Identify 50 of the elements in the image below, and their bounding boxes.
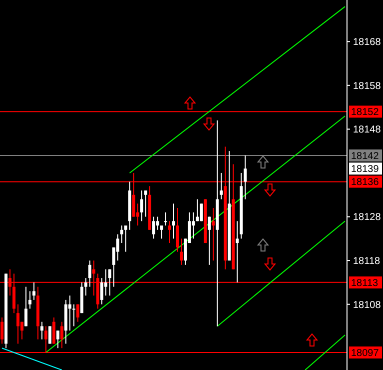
- candlestick: [76, 304, 80, 322]
- y-tick-label: 18128: [353, 212, 382, 224]
- candlestick: [68, 295, 72, 332]
- candlestick: [200, 203, 203, 222]
- candlestick: [88, 260, 92, 288]
- candlestick: [244, 154, 247, 200]
- y-tick-label: 18148: [353, 124, 382, 136]
- candlestick: [108, 268, 112, 296]
- y-tick-label: 18168: [353, 37, 382, 48]
- candlestick: [24, 286, 28, 327]
- annotation: 18139: [351, 164, 380, 176]
- candlestick: [60, 321, 64, 349]
- candlestick: [116, 234, 120, 262]
- candlestick: [152, 216, 156, 240]
- ref-line-label: 18113: [351, 278, 379, 289]
- ref-line-label: 18136: [351, 177, 380, 188]
- ref-line-label: 18097: [351, 348, 380, 359]
- y-tick-label: 18118: [353, 256, 381, 268]
- candlestick: [180, 238, 183, 266]
- candlestick: [48, 326, 52, 344]
- candlestick: [28, 290, 32, 310]
- candlestick: [220, 172, 223, 200]
- candlestick: [160, 225, 164, 240]
- candlestick: [164, 212, 168, 226]
- y-tick-label: 18108: [353, 300, 382, 311]
- candlestick: [236, 220, 239, 283]
- ref-line-label: 18152: [351, 107, 380, 118]
- candlestick: [0, 316, 4, 344]
- candlestick: [100, 278, 104, 305]
- candlestick: [176, 207, 179, 252]
- candlestick: [32, 282, 36, 300]
- candlestick: [40, 321, 44, 340]
- candlestick: [124, 225, 128, 252]
- ref-line-label: 18142: [351, 150, 380, 162]
- candlestick: [16, 304, 20, 344]
- candlestick: [56, 330, 60, 349]
- candlestick: [212, 207, 215, 262]
- candlestick: [168, 220, 172, 244]
- candlestick: [196, 198, 199, 222]
- candlestick: [192, 212, 195, 240]
- candlestick: [208, 216, 211, 266]
- y-tick-label: 18158: [353, 80, 382, 92]
- candlestick: [140, 190, 144, 222]
- candlestick: [172, 203, 175, 240]
- candlestick: [104, 268, 108, 296]
- candlestick: [72, 304, 76, 327]
- candlestick: [156, 216, 160, 230]
- candlestick: [120, 225, 124, 244]
- candlestick: [144, 190, 148, 218]
- candlestick: [52, 316, 56, 344]
